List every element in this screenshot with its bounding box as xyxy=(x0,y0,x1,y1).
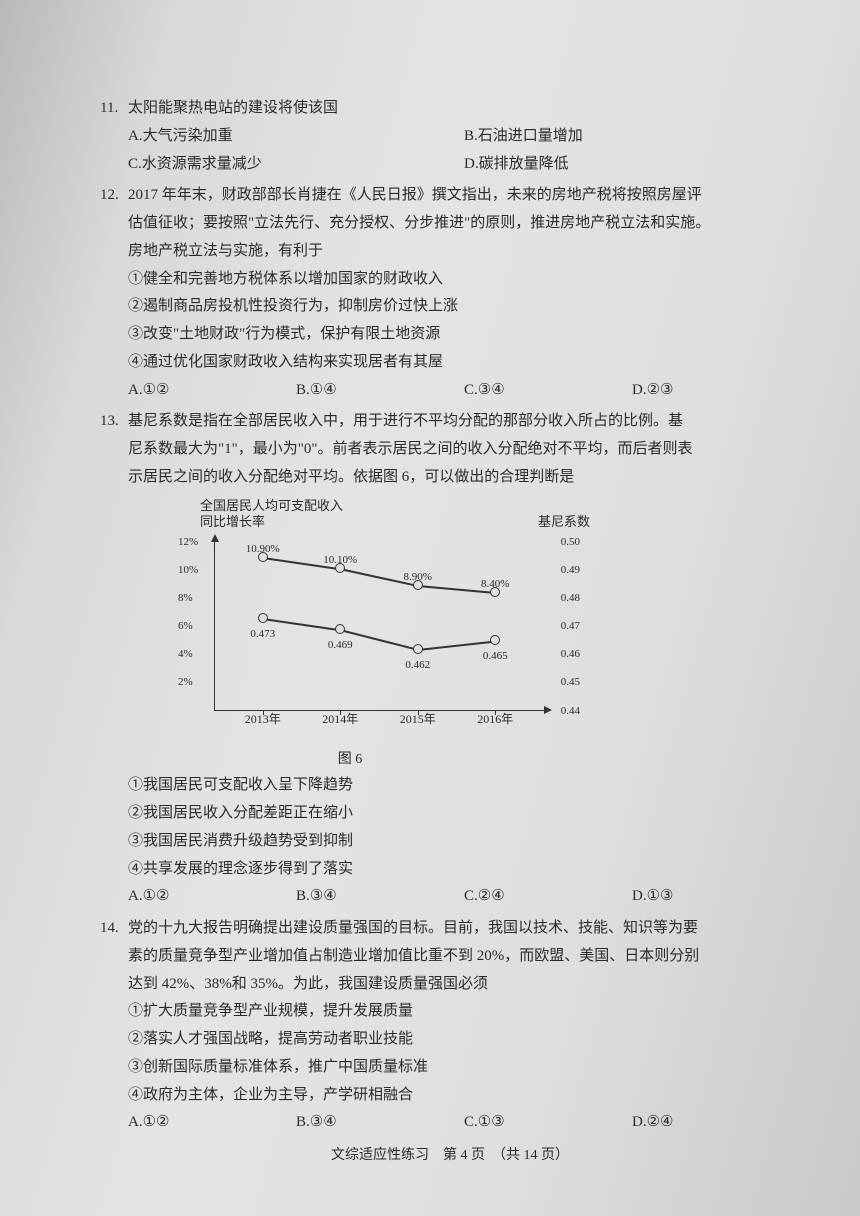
q13-opt-a: A.①② xyxy=(128,883,296,911)
x-tick-mark xyxy=(495,711,496,715)
y-right-tick: 0.49 xyxy=(561,559,580,579)
q11-opt-b: B.石油进口量增加 xyxy=(464,123,800,151)
y-right-tick: 0.50 xyxy=(561,531,580,551)
q12-opt-d: D.②③ xyxy=(632,377,800,405)
y-left-tick: 4% xyxy=(178,644,193,664)
x-tick-mark xyxy=(418,711,419,715)
q13-num: 13. xyxy=(100,408,128,436)
y-right-tick: 0.48 xyxy=(561,588,580,608)
q11-opt-a: A.大气污染加重 xyxy=(128,123,464,151)
q12-s4: ④通过优化国家财政收入结构来实现居者有其屋 xyxy=(100,349,800,377)
chart-title-left: 全国居民人均可支配收入 同比增长率 xyxy=(200,498,343,532)
chart-marker xyxy=(258,613,268,623)
y-right-tick: 0.47 xyxy=(561,616,580,636)
q14-opt-c: C.①③ xyxy=(464,1109,632,1137)
y-left-tick: 8% xyxy=(178,588,193,608)
q11-opt-d: D.碳排放量降低 xyxy=(464,151,800,179)
q14-opt-b: B.③④ xyxy=(296,1109,464,1137)
chart-data-label: 8.40% xyxy=(481,574,509,594)
q12-opt-c: C.③④ xyxy=(464,377,632,405)
q11-opt-c: C.水资源需求量减少 xyxy=(128,151,464,179)
question-13: 13. 基尼系数是指在全部居民收入中，用于进行不平均分配的那部分收入所占的比例。… xyxy=(100,408,800,911)
question-12: 12. 2017 年年末，财政部部长肖捷在《人民日报》撰文指出，未来的房地产税将… xyxy=(100,182,800,404)
q13-s4: ④共享发展的理念逐步得到了落实 xyxy=(100,856,800,884)
y-left-tick: 10% xyxy=(178,559,198,579)
chart-data-label: 0.473 xyxy=(250,624,275,644)
y-right-tick: 0.46 xyxy=(561,644,580,664)
q14-s1: ①扩大质量竞争型产业规模，提升发展质量 xyxy=(100,998,800,1026)
q12-s1: ①健全和完善地方税体系以增加国家的财政收入 xyxy=(100,266,800,294)
y-right-tick: 0.44 xyxy=(561,700,580,720)
q12-stem-1: 2017 年年末，财政部部长肖捷在《人民日报》撰文指出，未来的房地产税将按照房屋… xyxy=(128,182,800,210)
q14-stem-3: 达到 42%、38%和 35%。为此，我国建设质量强国必须 xyxy=(100,971,800,999)
q12-opt-a: A.①② xyxy=(128,377,296,405)
q12-num: 12. xyxy=(100,182,128,210)
q12-stem-2: 估值征收；要按照"立法先行、充分授权、分步推进"的原则，推进房地产税立法和实施。 xyxy=(100,210,800,238)
q12-s2: ②遏制商品房投机性投资行为，抑制房价过快上涨 xyxy=(100,293,800,321)
q13-opt-b: B.③④ xyxy=(296,883,464,911)
q13-s3: ③我国居民消费升级趋势受到抑制 xyxy=(100,828,800,856)
chart-data-label: 0.462 xyxy=(405,655,430,675)
q14-stem-2: 素的质量竞争型产业增加值占制造业增加值比重不到 20%，而欧盟、美国、日本则分别 xyxy=(100,943,800,971)
chart-data-label: 8.90% xyxy=(404,567,432,587)
chart-marker xyxy=(413,644,423,654)
q12-opt-b: B.①④ xyxy=(296,377,464,405)
q14-s2: ②落实人才强国战略，提高劳动者职业技能 xyxy=(100,1026,800,1054)
chart-data-label: 0.465 xyxy=(483,646,508,666)
chart-data-label: 10.90% xyxy=(246,539,280,559)
q14-num: 14. xyxy=(100,915,128,943)
question-14: 14. 党的十九大报告明确提出建设质量强国的目标。目前，我国以技术、技能、知识等… xyxy=(100,915,800,1137)
q11-num: 11. xyxy=(100,95,128,123)
q14-s3: ③创新国际质量标准体系，推广中国质量标准 xyxy=(100,1054,800,1082)
q13-s1: ①我国居民可支配收入呈下降趋势 xyxy=(100,772,800,800)
q14-stem-1: 党的十九大报告明确提出建设质量强国的目标。目前，我国以技术、技能、知识等为要 xyxy=(128,915,800,943)
chart-marker xyxy=(335,624,345,634)
chart-data-label: 0.469 xyxy=(328,635,353,655)
x-tick-mark xyxy=(340,711,341,715)
y-left-tick: 12% xyxy=(178,531,198,551)
y-axis-arrow-icon xyxy=(211,534,219,542)
y-left-tick: 6% xyxy=(178,616,193,636)
chart-marker xyxy=(490,635,500,645)
chart-title-right: 基尼系数 xyxy=(538,510,590,534)
chart-caption: 图 6 xyxy=(100,747,530,773)
q11-stem: 太阳能聚热电站的建设将使该国 xyxy=(128,95,800,123)
q13-s2: ②我国居民收入分配差距正在缩小 xyxy=(100,800,800,828)
x-tick-mark xyxy=(263,711,264,715)
chart-data-label: 10.10% xyxy=(323,550,357,570)
exam-page: 11. 太阳能聚热电站的建设将使该国 A.大气污染加重 B.石油进口量增加 C.… xyxy=(100,95,800,1156)
q12-s3: ③改变"土地财政"行为模式，保护有限土地资源 xyxy=(100,321,800,349)
chart-title-left-2: 同比增长率 xyxy=(200,514,343,531)
q14-s4: ④政府为主体，企业为主导，产学研相融合 xyxy=(100,1082,800,1110)
q14-opt-d: D.②④ xyxy=(632,1109,800,1137)
q12-stem-3: 房地产税立法与实施，有利于 xyxy=(100,238,800,266)
q13-opt-d: D.①③ xyxy=(632,883,800,911)
question-11: 11. 太阳能聚热电站的建设将使该国 A.大气污染加重 B.石油进口量增加 C.… xyxy=(100,95,800,178)
chart-container: 全国居民人均可支配收入 同比增长率 基尼系数 12% 10% 8% 6% 4% 2% 0.5… xyxy=(100,492,800,747)
chart-title-left-1: 全国居民人均可支配收入 xyxy=(200,498,343,515)
page-footer: 文综适应性练习 第 4 页 （共 14 页） xyxy=(100,1143,800,1169)
q13-stem-3: 示居民之间的收入分配绝对平均。依据图 6，可以做出的合理判断是 xyxy=(100,464,800,492)
x-axis-arrow-icon xyxy=(544,706,552,714)
q14-opt-a: A.①② xyxy=(128,1109,296,1137)
y-right-tick: 0.45 xyxy=(561,672,580,692)
q13-stem-2: 尼系数最大为"1"，最小为"0"。前者表示居民之间的收入分配绝对不平均，而后者则… xyxy=(100,436,800,464)
q13-stem-1: 基尼系数是指在全部居民收入中，用于进行不平均分配的那部分收入所占的比例。基 xyxy=(128,408,800,436)
gini-chart: 全国居民人均可支配收入 同比增长率 基尼系数 12% 10% 8% 6% 4% 2% 0.5… xyxy=(170,498,600,743)
y-left-tick: 2% xyxy=(178,672,193,692)
q13-opt-c: C.②④ xyxy=(464,883,632,911)
